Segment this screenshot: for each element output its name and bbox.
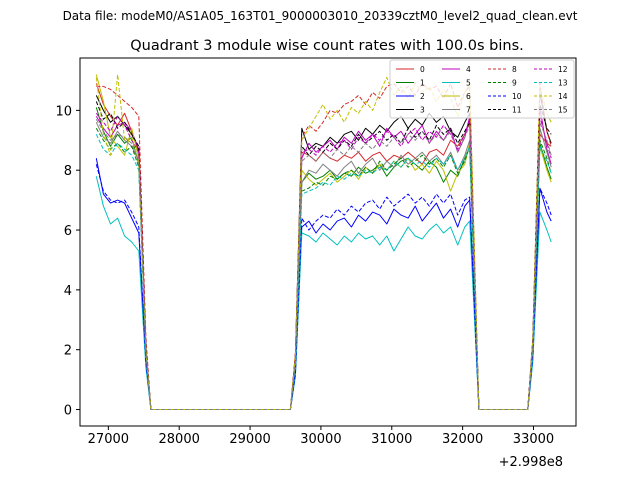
legend-label-12: 12 [558, 65, 568, 74]
axes-frame [79, 57, 577, 427]
y-tick-label: 8 [64, 164, 72, 179]
series-line-9 [95, 128, 552, 410]
legend-label-11: 11 [512, 106, 522, 115]
chart-title: Quadrant 3 module wise count rates with … [130, 38, 524, 54]
x-tick-label: 31000 [371, 432, 412, 447]
y-tick-label: 0 [64, 404, 72, 419]
series-line-13 [95, 134, 552, 410]
x-offset-label: +2.998e8 [499, 455, 563, 470]
y-tick-label: 4 [64, 284, 72, 299]
y-tick-label: 2 [64, 344, 72, 359]
x-tick-label: 27000 [88, 432, 129, 447]
x-tick-label: 33000 [513, 432, 554, 447]
series-layer [95, 74, 552, 410]
legend-label-1: 1 [420, 79, 425, 88]
legend-label-10: 10 [512, 92, 522, 101]
legend-label-2: 2 [420, 92, 425, 101]
y-tick-label: 10 [55, 104, 72, 119]
series-line-15 [95, 119, 552, 410]
legend-label-13: 13 [558, 79, 568, 88]
x-tick-label: 30000 [300, 432, 341, 447]
legend-frame [389, 59, 575, 119]
y-tick-label: 6 [64, 224, 72, 239]
x-tick-label: 29000 [229, 432, 270, 447]
legend-label-8: 8 [512, 65, 517, 74]
x-axis: 27000 28000 29000 30000 31000 32000 33000 [88, 426, 554, 447]
legend-label-15: 15 [558, 106, 568, 115]
legend-label-6: 6 [466, 92, 471, 101]
legend-label-0: 0 [420, 65, 425, 74]
legend-label-5: 5 [466, 79, 471, 88]
x-tick-label: 32000 [442, 432, 483, 447]
legend-label-4: 4 [466, 65, 471, 74]
series-line-10 [95, 164, 552, 410]
y-axis: 0 2 4 6 8 10 [55, 104, 80, 419]
legend-label-14: 14 [558, 92, 568, 101]
legend-label-3: 3 [420, 106, 425, 115]
x-tick-label: 28000 [159, 432, 200, 447]
legend-label-7: 7 [466, 106, 471, 115]
data-file-caption: Data file: modeM0/AS1A05_163T01_90000030… [63, 9, 578, 23]
legend-label-9: 9 [512, 79, 517, 88]
plot-area: 27000 28000 29000 30000 31000 32000 33000 0 2 4 6… [55, 57, 577, 470]
